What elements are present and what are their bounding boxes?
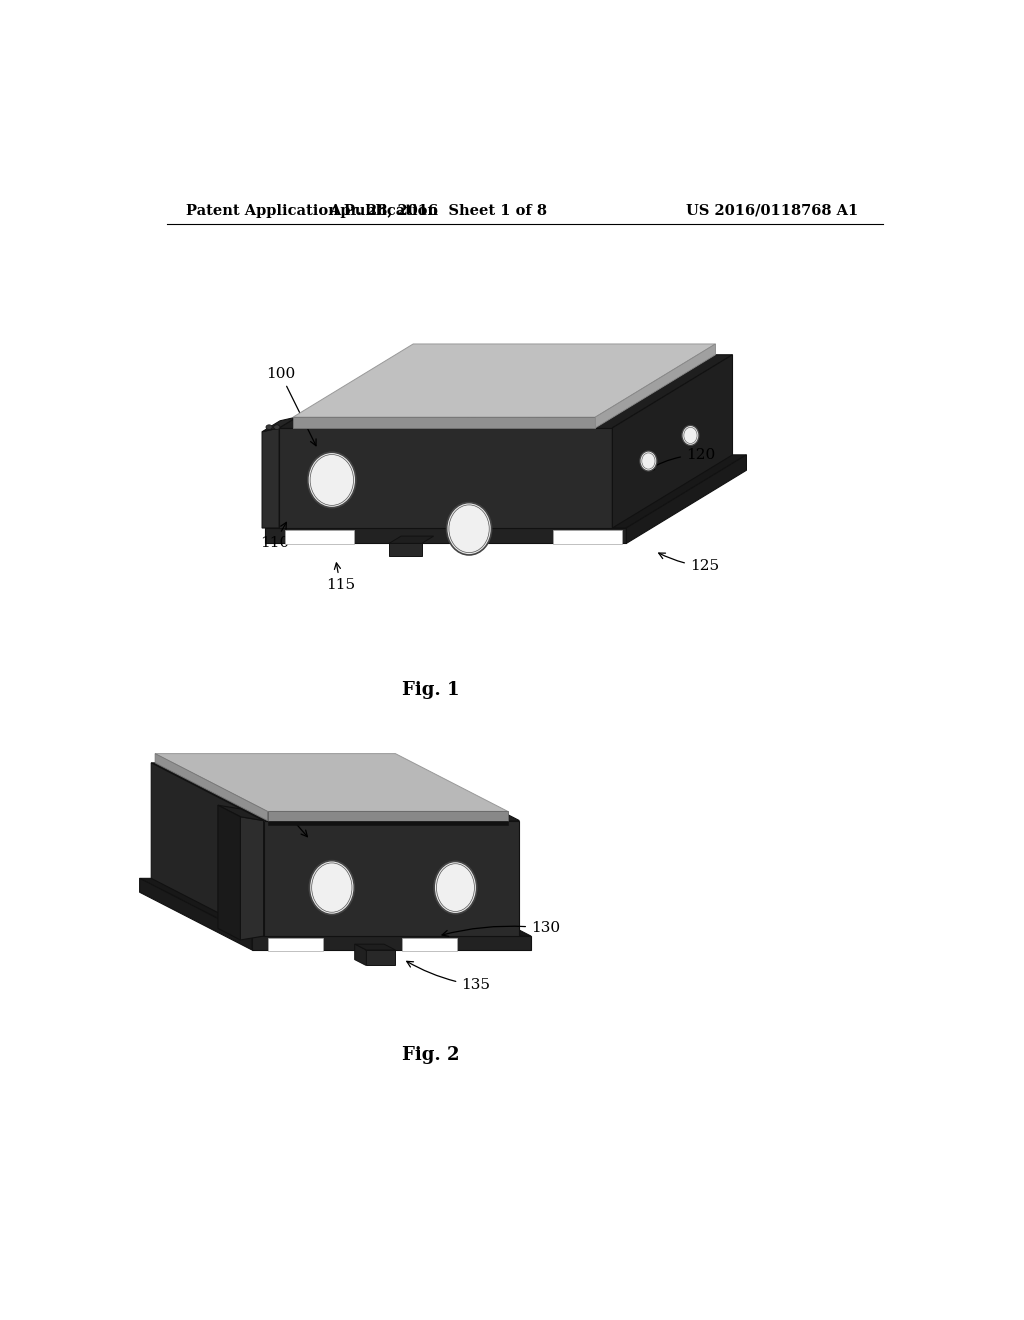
Polygon shape	[612, 355, 732, 528]
Polygon shape	[280, 428, 612, 528]
Polygon shape	[265, 455, 746, 528]
Ellipse shape	[310, 454, 353, 506]
Polygon shape	[293, 417, 595, 428]
Ellipse shape	[311, 863, 352, 912]
Ellipse shape	[446, 503, 492, 554]
Polygon shape	[262, 417, 297, 432]
Ellipse shape	[436, 863, 474, 911]
Polygon shape	[218, 805, 241, 940]
Text: 110: 110	[260, 523, 289, 550]
Text: US 2016/0118768 A1: US 2016/0118768 A1	[686, 203, 858, 218]
Polygon shape	[401, 937, 458, 950]
Ellipse shape	[684, 428, 697, 444]
Text: Patent Application Publication: Patent Application Publication	[186, 203, 438, 218]
Polygon shape	[286, 529, 353, 544]
Polygon shape	[263, 821, 519, 936]
Polygon shape	[280, 355, 732, 428]
Polygon shape	[293, 345, 716, 417]
Polygon shape	[241, 817, 263, 940]
Text: 135: 135	[407, 961, 490, 993]
Ellipse shape	[308, 453, 356, 508]
Polygon shape	[389, 536, 433, 544]
Polygon shape	[366, 950, 395, 965]
Text: Apr. 28, 2016  Sheet 1 of 8: Apr. 28, 2016 Sheet 1 of 8	[329, 203, 547, 218]
Polygon shape	[595, 345, 716, 428]
Polygon shape	[152, 763, 263, 936]
Text: Fig. 1: Fig. 1	[401, 681, 459, 698]
Polygon shape	[265, 528, 627, 544]
Ellipse shape	[434, 862, 477, 913]
Ellipse shape	[309, 861, 354, 915]
Polygon shape	[218, 805, 263, 821]
Polygon shape	[155, 754, 508, 812]
Ellipse shape	[642, 453, 655, 469]
Polygon shape	[155, 754, 267, 821]
Ellipse shape	[266, 425, 272, 429]
Text: 100: 100	[252, 783, 307, 837]
Text: 125: 125	[658, 553, 719, 573]
Polygon shape	[554, 529, 622, 544]
Polygon shape	[354, 944, 366, 965]
Text: 130: 130	[442, 921, 560, 936]
Polygon shape	[627, 455, 746, 544]
Polygon shape	[152, 763, 519, 821]
Text: 120: 120	[647, 447, 715, 470]
Ellipse shape	[682, 425, 699, 445]
Polygon shape	[262, 428, 280, 528]
Polygon shape	[389, 544, 422, 556]
Text: Fig. 2: Fig. 2	[401, 1047, 459, 1064]
Ellipse shape	[640, 451, 657, 471]
Ellipse shape	[273, 425, 280, 429]
Text: 100: 100	[266, 367, 316, 446]
Text: 115: 115	[326, 562, 354, 593]
Polygon shape	[267, 937, 324, 950]
Polygon shape	[252, 936, 531, 950]
Polygon shape	[139, 878, 252, 950]
Polygon shape	[139, 878, 531, 936]
Polygon shape	[267, 812, 508, 821]
Polygon shape	[354, 944, 395, 950]
Text: 105: 105	[465, 414, 552, 432]
Polygon shape	[267, 821, 508, 825]
Ellipse shape	[449, 504, 489, 553]
